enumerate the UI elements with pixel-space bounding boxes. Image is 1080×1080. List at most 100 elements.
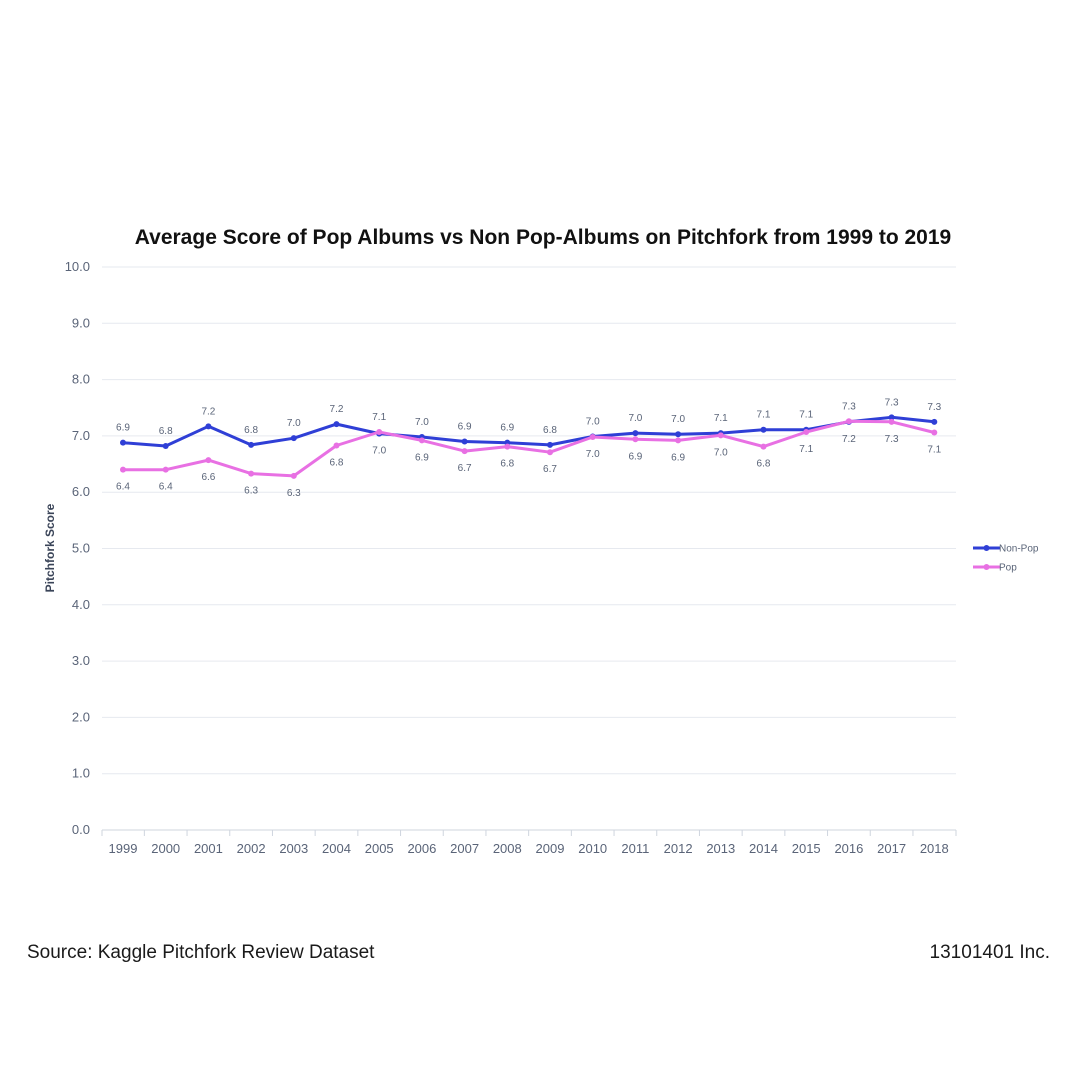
data-point[interactable] <box>248 441 255 448</box>
x-tick-label: 2007 <box>450 841 479 856</box>
data-label: 6.7 <box>543 464 557 475</box>
x-tick-label: 2015 <box>792 841 821 856</box>
x-tick-label: 2012 <box>664 841 693 856</box>
data-point[interactable] <box>461 448 468 455</box>
gridlines <box>102 266 956 775</box>
y-tick-label: 6.0 <box>72 484 90 499</box>
y-tick-label: 9.0 <box>72 315 90 330</box>
data-point[interactable] <box>931 418 938 425</box>
data-label: 7.0 <box>714 447 728 458</box>
data-point[interactable] <box>632 430 639 437</box>
data-point[interactable] <box>418 437 425 444</box>
data-label: 7.3 <box>927 402 941 413</box>
data-label: 6.8 <box>543 425 557 436</box>
data-label: 7.1 <box>927 445 941 456</box>
data-label: 7.0 <box>586 449 600 460</box>
data-point[interactable] <box>760 443 767 450</box>
y-tick-label: 7.0 <box>72 428 90 443</box>
data-point[interactable] <box>205 457 212 464</box>
y-tick-label: 2.0 <box>72 709 90 724</box>
data-point[interactable] <box>120 466 126 473</box>
data-label: 6.3 <box>244 486 258 497</box>
x-axis <box>101 829 957 836</box>
data-label: 6.3 <box>287 488 301 499</box>
data-label: 6.8 <box>244 425 258 436</box>
data-point[interactable] <box>675 431 682 438</box>
data-point[interactable] <box>376 428 383 435</box>
data-point[interactable] <box>888 418 895 425</box>
x-axis-ticks: 1999 2000 2001 2002 2003 2004 2005 2006 2007 2008… <box>109 841 949 856</box>
x-tick-label: 2006 <box>407 841 436 856</box>
data-label: 7.1 <box>799 444 813 455</box>
data-label: 7.1 <box>799 410 813 421</box>
data-point[interactable] <box>162 443 169 450</box>
data-point[interactable] <box>333 442 340 449</box>
x-tick-label: 2017 <box>877 841 906 856</box>
data-label: 6.9 <box>628 451 642 462</box>
x-tick-label: 2010 <box>578 841 607 856</box>
x-tick-label: 2004 <box>322 841 351 856</box>
data-point[interactable] <box>205 423 212 430</box>
data-point[interactable] <box>717 432 724 439</box>
data-label: 6.4 <box>116 482 130 493</box>
data-point[interactable] <box>120 439 126 446</box>
x-tick-label: 2003 <box>279 841 308 856</box>
data-point[interactable] <box>589 434 596 441</box>
data-point[interactable] <box>248 470 255 477</box>
data-point[interactable] <box>845 418 852 425</box>
x-tick-label: 2002 <box>237 841 266 856</box>
data-point[interactable] <box>162 466 169 473</box>
data-label: 6.8 <box>159 426 173 437</box>
x-tick-label: 2016 <box>834 841 863 856</box>
data-point[interactable] <box>290 472 297 479</box>
series-line-non-pop <box>121 415 936 448</box>
data-point[interactable] <box>290 435 297 442</box>
data-point[interactable] <box>461 438 468 445</box>
source-note: Source: Kaggle Pitchfork Review Dataset <box>27 942 375 963</box>
data-label: 7.0 <box>671 414 685 425</box>
data-point[interactable] <box>547 449 553 456</box>
legend[interactable]: Non-Pop Pop <box>973 544 1039 574</box>
data-label: 7.3 <box>885 397 899 408</box>
legend-label: Non-Pop <box>999 544 1039 555</box>
data-label: 6.9 <box>458 422 472 433</box>
data-point[interactable] <box>632 436 639 443</box>
data-labels: 6.9 6.8 7.2 6.8 7.0 7.2 7.0 7.0 6.9 6.9 6.8 7.0 7.0 7… <box>116 397 942 499</box>
data-label: 6.9 <box>500 423 514 434</box>
data-point[interactable] <box>931 429 938 436</box>
x-tick-label: 2009 <box>536 841 565 856</box>
data-label: 6.6 <box>201 472 215 483</box>
y-tick-label: 4.0 <box>72 597 90 612</box>
x-tick-label: 2000 <box>151 841 180 856</box>
data-label: 6.9 <box>116 423 130 434</box>
data-point[interactable] <box>333 421 340 428</box>
data-point[interactable] <box>760 426 767 433</box>
data-point[interactable] <box>547 441 553 448</box>
y-tick-label: 8.0 <box>72 372 90 387</box>
data-label: 7.0 <box>415 417 429 428</box>
x-tick-label: 2014 <box>749 841 778 856</box>
data-label: 6.8 <box>500 459 514 470</box>
data-label: 7.1 <box>757 410 771 421</box>
legend-label: Pop <box>999 563 1017 574</box>
data-label: 6.8 <box>757 459 771 470</box>
data-point[interactable] <box>803 428 810 435</box>
y-axis-label: Pitchfork Score <box>43 503 57 592</box>
data-point[interactable] <box>888 414 895 421</box>
legend-marker <box>983 564 990 570</box>
data-label: 7.0 <box>628 413 642 424</box>
series-lines <box>120 414 938 479</box>
series-line-pop <box>121 419 936 478</box>
y-axis: 0.0 1.0 2.0 3.0 4.0 5.0 6.0 7.0 8.0 9.0 10.0 <box>65 259 90 837</box>
x-tick-label: 2008 <box>493 841 522 856</box>
data-point[interactable] <box>675 437 682 444</box>
data-label: 7.2 <box>842 434 856 445</box>
y-tick-label: 5.0 <box>72 541 90 556</box>
x-tick-label: 2011 <box>621 841 649 856</box>
data-point[interactable] <box>504 443 511 450</box>
data-label: 7.0 <box>287 418 301 429</box>
data-label: 7.1 <box>372 412 386 423</box>
data-label: 7.0 <box>586 416 600 427</box>
data-label: 7.2 <box>201 406 215 417</box>
